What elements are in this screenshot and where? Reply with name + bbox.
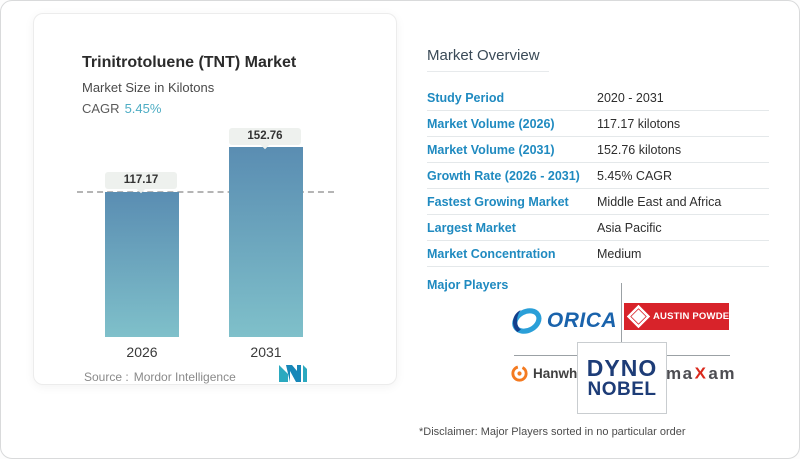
disclaimer-text: *Disclaimer: Major Players sorted in no … [419,426,686,438]
row-label: Market Concentration [427,246,556,261]
reference-dashed-line [77,191,334,193]
table-row: Fastest Growing Market Middle East and A… [427,189,769,215]
dyno-nobel-logo-text-line2: NOBEL [587,379,657,400]
maxam-logo-text: am [708,364,736,383]
logo-grid-vertical-divider [621,283,622,342]
austin-powder-logo: AUSTIN POWDER [624,303,736,330]
cagr-line: CAGR 5.45% [82,101,161,116]
dyno-nobel-logo: DYNO NOBEL [577,342,667,414]
austin-powder-diamond-icon [626,304,651,329]
row-label: Market Volume (2031) [427,142,555,157]
table-row: Market Concentration Medium [427,241,769,267]
bar-2026 [105,192,179,337]
row-label: Study Period [427,90,505,105]
orica-logo-text: ORICA [546,309,618,332]
table-row: Growth Rate (2026 - 2031) 5.45% CAGR [427,163,769,189]
orica-logo: ORICA [507,299,619,343]
row-label: Market Volume (2026) [427,116,555,131]
row-value: 5.45% CAGR [597,168,673,183]
overview-title: Market Overview [427,47,540,64]
hanwha-logo-text: Hanwha [533,365,585,381]
row-value: 152.76 kilotons [597,142,682,157]
overview-table: Study Period 2020 - 2031 Market Volume (… [427,85,769,267]
maxam-logo-text: ma [666,364,694,383]
mordor-intelligence-logo-icon [279,365,307,382]
table-row: Largest Market Asia Pacific [427,215,769,241]
market-size-chart-card: Trinitrotoluene (TNT) Market Market Size… [33,13,397,385]
major-players-label: Major Players [427,278,509,292]
hanwha-logo: Hanwha [510,361,585,385]
cagr-label: CAGR [82,101,120,116]
row-label: Growth Rate (2026 - 2031) [427,168,580,183]
source-label: Source : [84,370,129,384]
bar-2031 [229,147,303,337]
source-value: Mordor Intelligence [133,370,236,384]
row-value: Middle East and Africa [597,194,722,209]
row-label: Fastest Growing Market [427,194,569,209]
table-row: Market Volume (2031) 152.76 kilotons [427,137,769,163]
table-row: Market Volume (2026) 117.17 kilotons [427,111,769,137]
overview-title-divider [427,71,549,72]
bar-value-label-2026: 117.17 [105,172,177,189]
row-label: Largest Market [427,220,516,235]
bar-value-label-2031: 152.76 [229,128,301,145]
row-value: Asia Pacific [597,220,662,235]
chart-title: Trinitrotoluene (TNT) Market [82,54,297,71]
cagr-value: 5.45% [124,101,162,116]
x-axis-label-2031: 2031 [250,344,282,360]
source-line: Source : Mordor Intelligence [84,370,236,384]
x-axis-label-2026: 2026 [126,344,158,360]
austin-powder-logo-text: AUSTIN POWDER [653,311,737,322]
chart-subtitle: Market Size in Kilotons [82,80,215,95]
dyno-nobel-logo-text-line1: DYNO [586,355,658,381]
logo-grid-horizontal-divider-left [514,355,577,356]
logo-grid-horizontal-divider-right [665,355,730,356]
hanwha-circle-icon [511,364,528,382]
row-value: Medium [597,246,642,261]
orica-swirl-icon [512,308,542,334]
row-value: 117.17 kilotons [597,116,681,131]
maxam-x-icon: X [694,365,708,383]
table-row: Study Period 2020 - 2031 [427,85,769,111]
row-value: 2020 - 2031 [597,90,664,105]
